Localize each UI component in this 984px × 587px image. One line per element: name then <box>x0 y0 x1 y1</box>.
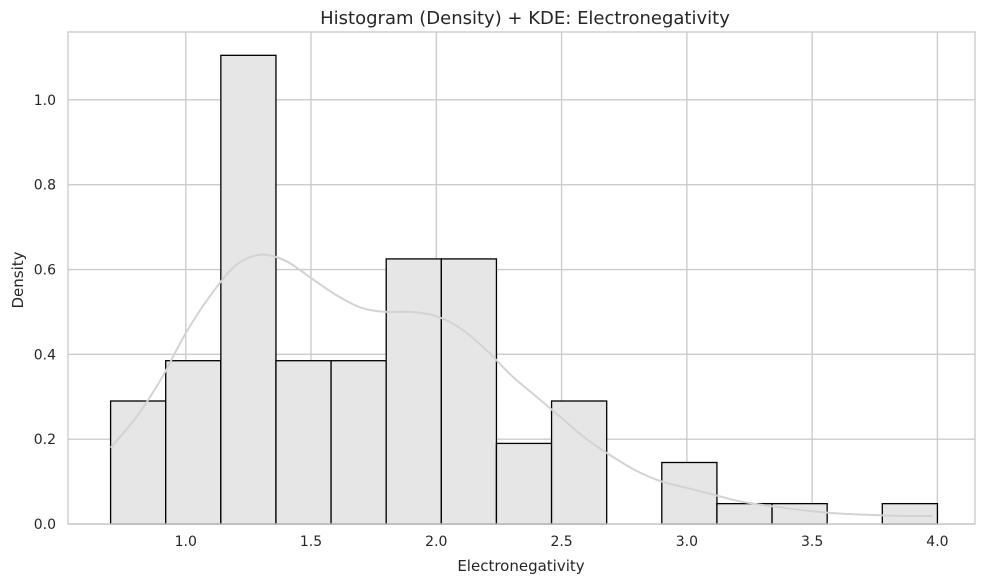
histogram-bar <box>550 400 608 525</box>
y-axis-label: Density <box>9 251 27 308</box>
y-tick-labels: 0.0 0.2 0.4 0.6 0.8 1.0 <box>34 93 56 533</box>
histogram-bar <box>495 442 553 525</box>
axes-frame <box>67 31 976 525</box>
y-tick-label: 1.0 <box>34 93 56 109</box>
histogram-bar <box>716 502 773 525</box>
kde-line <box>109 253 933 517</box>
grid-layer <box>68 32 975 525</box>
histogram-bar <box>881 502 939 525</box>
y-tick-label: 0.8 <box>34 178 56 194</box>
histogram-bar <box>330 360 387 525</box>
x-tick-label: 4.0 <box>926 534 948 550</box>
x-tick-label: 3.0 <box>676 534 698 550</box>
y-tick-label: 0.6 <box>34 263 56 279</box>
x-tick-label: 2.5 <box>550 534 572 550</box>
y-tick-label: 0.2 <box>34 432 56 448</box>
x-tick-label: 2.0 <box>425 534 447 550</box>
histogram-bar <box>220 54 277 525</box>
histogram-bar <box>275 360 332 525</box>
histogram-bar <box>440 258 498 525</box>
histogram-bar <box>109 400 167 525</box>
histogram-bar <box>165 360 222 525</box>
x-tick-label: 3.5 <box>801 534 823 550</box>
y-tick-label: 0.0 <box>34 517 56 533</box>
x-axis-label: Electronegativity <box>457 557 584 575</box>
x-tick-labels: 1.0 1.5 2.0 2.5 3.0 3.5 4.0 <box>175 534 949 550</box>
x-tick-label: 1.0 <box>175 534 197 550</box>
histogram-bar <box>385 258 442 525</box>
kde-layer <box>109 253 933 517</box>
y-tick-label: 0.4 <box>34 347 56 363</box>
bars-layer <box>109 54 939 525</box>
chart-title: Histogram (Density) + KDE: Electronegati… <box>320 8 730 29</box>
x-tick-label: 1.5 <box>300 534 322 550</box>
